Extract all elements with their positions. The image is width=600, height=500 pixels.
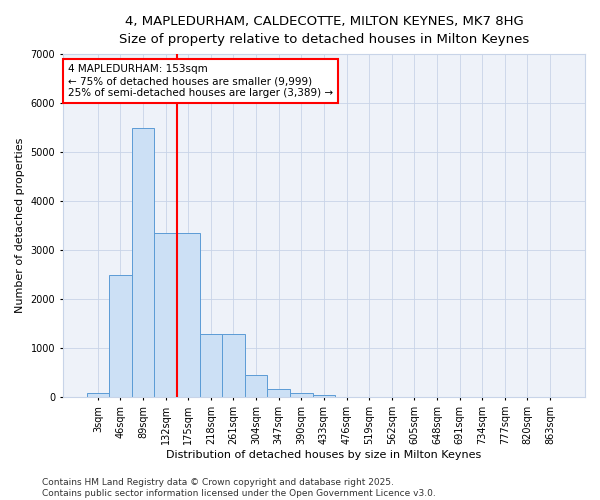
Text: Contains HM Land Registry data © Crown copyright and database right 2025.
Contai: Contains HM Land Registry data © Crown c… <box>42 478 436 498</box>
Y-axis label: Number of detached properties: Number of detached properties <box>15 138 25 314</box>
Bar <box>200 334 222 398</box>
Bar <box>86 394 109 398</box>
Bar <box>245 375 268 398</box>
Bar <box>222 334 245 398</box>
Bar <box>268 388 290 398</box>
Bar <box>177 233 200 398</box>
X-axis label: Distribution of detached houses by size in Milton Keynes: Distribution of detached houses by size … <box>166 450 482 460</box>
Text: 4 MAPLEDURHAM: 153sqm
← 75% of detached houses are smaller (9,999)
25% of semi-d: 4 MAPLEDURHAM: 153sqm ← 75% of detached … <box>68 64 333 98</box>
Bar <box>109 274 132 398</box>
Bar <box>154 233 177 398</box>
Bar <box>290 394 313 398</box>
Bar <box>132 128 154 398</box>
Title: 4, MAPLEDURHAM, CALDECOTTE, MILTON KEYNES, MK7 8HG
Size of property relative to : 4, MAPLEDURHAM, CALDECOTTE, MILTON KEYNE… <box>119 15 529 46</box>
Bar <box>313 395 335 398</box>
